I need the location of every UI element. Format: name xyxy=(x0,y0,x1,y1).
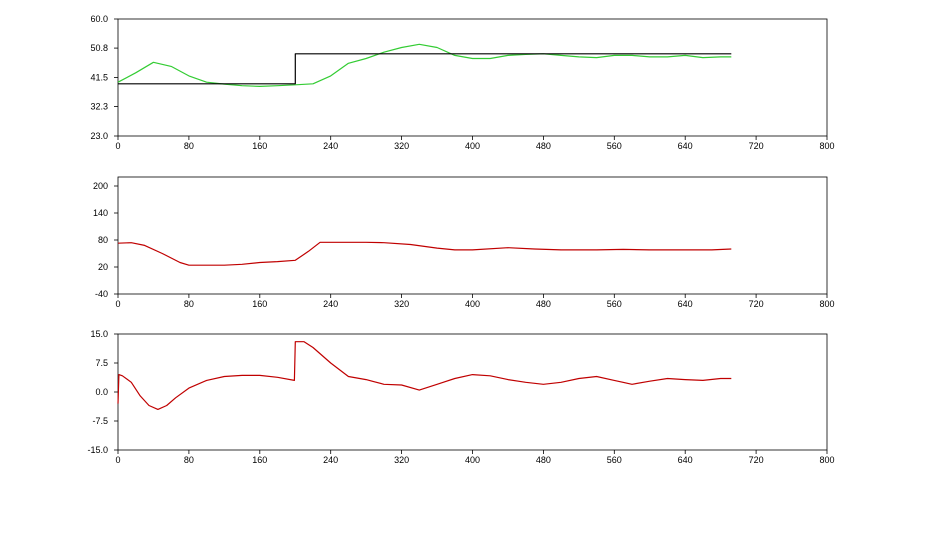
y-tick-label: 15.0 xyxy=(90,329,108,339)
y-tick-label: -40 xyxy=(95,289,108,299)
y-tick-label: -7.5 xyxy=(92,416,108,426)
x-tick-label: 0 xyxy=(115,141,120,151)
chart-3-error: 0 80 160 240 320 400 480 560 640 720 800 -15.0 -7.5 0… xyxy=(87,329,834,465)
x-tick-label: 560 xyxy=(607,455,622,465)
x-tick-label: 320 xyxy=(394,455,409,465)
x-tick-label: 160 xyxy=(252,141,267,151)
series-line-1 xyxy=(117,341,732,410)
plot-frame xyxy=(117,176,828,295)
chart-2-controller-output: 0 80 160 240 320 400 480 560 640 720 800 -40 20 80 140… xyxy=(93,176,835,309)
x-tick-label: 560 xyxy=(607,299,622,309)
x-tick-label: 240 xyxy=(323,455,338,465)
x-tick-label: 80 xyxy=(184,455,194,465)
y-tick-label: 32.3 xyxy=(90,102,108,112)
x-tick-label: 720 xyxy=(749,455,764,465)
x-tick-label: 800 xyxy=(819,455,834,465)
y-tick-label: 140 xyxy=(93,208,108,218)
x-tick-label: 800 xyxy=(819,141,834,151)
y-tick-label: 23.0 xyxy=(90,131,108,141)
x-tick-label: 640 xyxy=(678,141,693,151)
y-tick-label: 200 xyxy=(93,181,108,191)
x-tick-label: 800 xyxy=(819,299,834,309)
x-tick-label: 480 xyxy=(536,455,551,465)
y-tick-label: 0.0 xyxy=(95,387,108,397)
y-tick-label: 41.5 xyxy=(90,73,108,83)
plot-frame xyxy=(117,18,828,137)
x-tick-label: 160 xyxy=(252,455,267,465)
y-tick-label: -15.0 xyxy=(87,445,108,455)
series-line-2 xyxy=(118,53,732,85)
x-tick-label: 240 xyxy=(323,141,338,151)
x-tick-label: 480 xyxy=(536,141,551,151)
x-tick-label: 0 xyxy=(115,455,120,465)
x-tick-label: 720 xyxy=(749,141,764,151)
y-tick-label: 80 xyxy=(98,235,108,245)
x-tick-label: 400 xyxy=(465,299,480,309)
x-tick-label: 320 xyxy=(394,299,409,309)
y-tick-label: 50.8 xyxy=(90,43,108,53)
x-tick-label: 240 xyxy=(323,299,338,309)
y-tick-label: 20 xyxy=(98,262,108,272)
x-tick-label: 160 xyxy=(252,299,267,309)
series-line-1 xyxy=(117,43,732,88)
x-tick-label: 400 xyxy=(465,455,480,465)
x-tick-label: 320 xyxy=(394,141,409,151)
x-tick-label: 480 xyxy=(536,299,551,309)
plot-frame xyxy=(117,333,828,451)
x-tick-label: 80 xyxy=(184,141,194,151)
x-tick-label: 0 xyxy=(115,299,120,309)
series-line-1 xyxy=(117,241,732,266)
chart-1-process-variable: 0 80 160 240 320 400 480 560 640 720 800 23.0 32.3 41… xyxy=(90,14,834,151)
x-tick-label: 560 xyxy=(607,141,622,151)
x-tick-label: 400 xyxy=(465,141,480,151)
x-tick-label: 640 xyxy=(678,455,693,465)
y-tick-label: 7.5 xyxy=(95,358,108,368)
x-tick-label: 80 xyxy=(184,299,194,309)
x-tick-label: 640 xyxy=(678,299,693,309)
x-tick-label: 720 xyxy=(749,299,764,309)
y-tick-label: 60.0 xyxy=(90,14,108,24)
